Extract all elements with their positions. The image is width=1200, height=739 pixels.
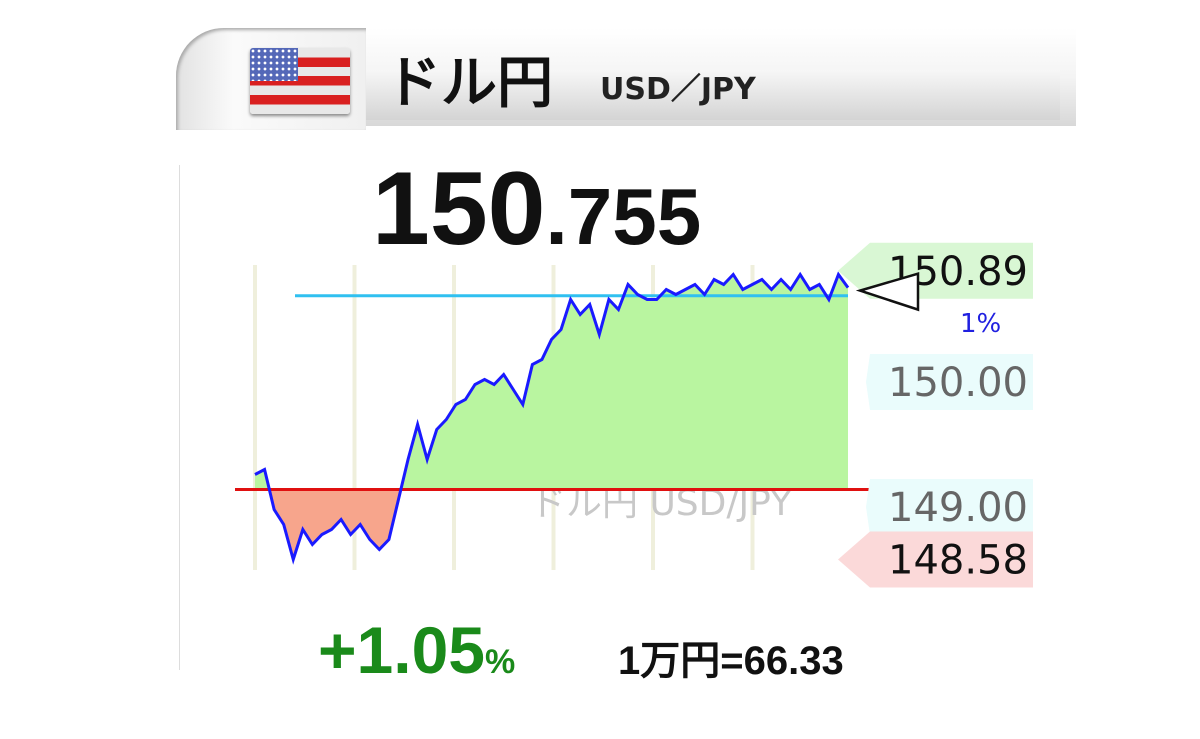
header-bar-lower (360, 70, 1060, 120)
current-price-marker-icon (855, 271, 920, 312)
us-flag-icon (250, 48, 350, 114)
y-label-bg (838, 531, 1033, 588)
y-axis-label: 149.00 (888, 485, 1028, 531)
reference-label: 1% (960, 309, 1001, 339)
current-price: 150.755 (372, 150, 701, 269)
change-value: +1.05 (318, 613, 485, 687)
conversion-rate: 1万円=66.33 (618, 639, 844, 683)
area-below-baseline (255, 489, 848, 560)
pair-title: ドル円 (385, 51, 553, 116)
pair-subtitle: USD／JPY (600, 72, 756, 107)
price-decimal: .755 (545, 172, 702, 261)
y-label-bg (866, 479, 1033, 535)
price-integer: 150 (372, 151, 546, 267)
y-axis-label: 150.00 (888, 360, 1028, 406)
y-label-bg (866, 354, 1033, 410)
change-percent: +1.05% (318, 612, 515, 688)
change-unit: % (485, 643, 516, 681)
price-line (254, 271, 850, 565)
y-axis-label: 148.58 (888, 538, 1028, 584)
divider (179, 165, 180, 670)
area-above-baseline (255, 274, 848, 490)
